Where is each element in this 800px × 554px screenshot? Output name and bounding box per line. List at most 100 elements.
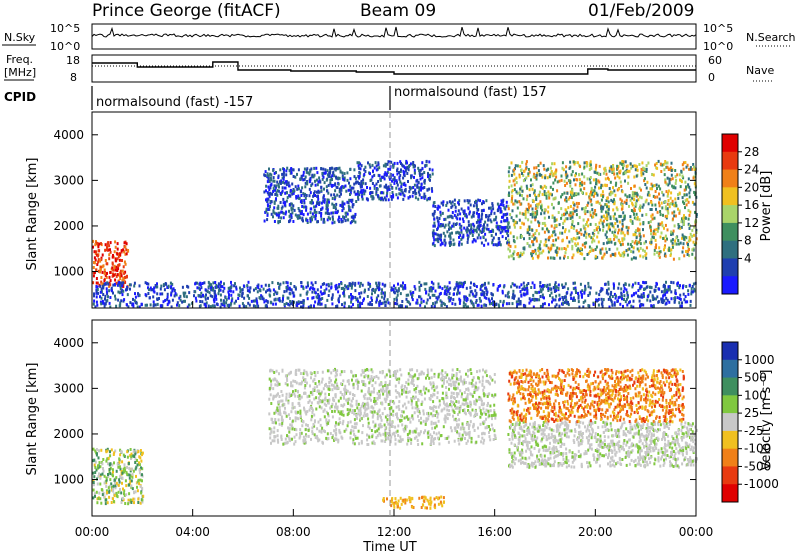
- power-data-cell: [511, 296, 514, 300]
- power-data-cell: [665, 182, 668, 186]
- power-data-cell: [106, 292, 109, 296]
- power-data-cell: [261, 295, 264, 299]
- power-data-cell: [127, 305, 130, 309]
- power-data-cell: [423, 178, 426, 182]
- power-data-cell: [166, 303, 169, 307]
- power-data-cell: [317, 300, 320, 304]
- power-data-cell: [548, 175, 551, 179]
- velocity-data-cell: [468, 381, 471, 385]
- power-data-cell: [608, 166, 611, 170]
- power-data-cell: [475, 228, 478, 232]
- power-data-cell: [364, 289, 366, 293]
- power-data-cell: [584, 227, 587, 231]
- power-data-cell: [340, 287, 343, 290]
- power-data-cell: [667, 168, 670, 171]
- power-data-cell: [357, 191, 360, 195]
- power-data-cell: [453, 203, 456, 206]
- velocity-data-cell: [357, 384, 359, 388]
- power-data-cell: [535, 239, 538, 243]
- power-data-cell: [480, 284, 483, 288]
- power-data-cell: [511, 302, 514, 306]
- power-data-cell: [375, 296, 378, 300]
- velocity-data-cell: [138, 461, 140, 465]
- power-data-cell: [396, 181, 398, 185]
- power-data-cell: [227, 296, 230, 300]
- power-data-cell: [285, 280, 288, 284]
- power-data-cell: [579, 282, 582, 286]
- power-data-cell: [348, 208, 350, 212]
- power-data-cell: [599, 248, 602, 252]
- velocity-data-cell: [313, 433, 316, 437]
- power-data-cell: [637, 198, 640, 202]
- power-data-cell: [654, 232, 657, 236]
- power-data-cell: [300, 212, 303, 215]
- velocity-data-cell: [281, 393, 284, 397]
- power-data-cell: [523, 285, 526, 289]
- power-data-cell: [311, 182, 314, 186]
- power-data-cell: [503, 219, 506, 223]
- power-data-cell: [97, 254, 99, 258]
- power-data-cell: [140, 302, 143, 306]
- noise-panel: N.Sky 10^5 10^0 10^5 10^0 N.Search: [2, 22, 796, 53]
- power-data-cell: [95, 295, 98, 299]
- power-data-cell: [649, 220, 652, 224]
- velocity-data-cell: [436, 396, 439, 400]
- power-data-cell: [433, 305, 436, 309]
- power-data-cell: [687, 243, 689, 246]
- power-data-cell: [547, 256, 549, 260]
- power-data-cell: [314, 217, 317, 221]
- power-data-cell: [295, 196, 298, 200]
- power-data-cell: [492, 243, 495, 247]
- power-data-cell: [574, 286, 577, 290]
- velocity-data-cell: [456, 430, 458, 434]
- power-data-cell: [612, 164, 614, 168]
- power-data-cell: [213, 298, 216, 302]
- power-data-cell: [114, 245, 117, 249]
- power-data-cell: [264, 210, 267, 214]
- power-data-cell: [459, 284, 462, 288]
- power-data-cell: [536, 298, 539, 302]
- velocity-data-cell: [278, 405, 281, 409]
- power-data-cell: [358, 284, 361, 288]
- velocity-data-cell: [334, 424, 337, 428]
- power-data-cell: [280, 179, 283, 183]
- power-data-cell: [594, 209, 597, 212]
- velocity-data-cell: [124, 502, 127, 505]
- velocity-data-cell: [303, 378, 305, 382]
- power-data-cell: [629, 243, 632, 247]
- power-data-cell: [534, 218, 537, 222]
- velocity-data-cell: [369, 410, 372, 414]
- power-data-cell: [544, 223, 547, 227]
- power-data-cell: [482, 229, 485, 233]
- power-data-cell: [621, 190, 624, 194]
- power-data-cell: [559, 256, 562, 260]
- power-data-cell: [659, 222, 662, 226]
- power-data-cell: [308, 287, 311, 291]
- power-data-cell: [285, 210, 288, 214]
- power-data-cell: [660, 201, 663, 205]
- power-data-cell: [175, 293, 178, 297]
- power-data-cell: [544, 240, 547, 244]
- power-data-cell: [199, 283, 202, 287]
- power-data-cell: [406, 172, 409, 175]
- power-data-cell: [278, 297, 281, 300]
- power-data-cell: [101, 299, 104, 303]
- power-data-cell: [676, 284, 679, 287]
- power-data-cell: [567, 197, 570, 201]
- power-data-cell: [257, 286, 260, 290]
- power-data-cell: [309, 305, 312, 309]
- power-data-cell: [230, 285, 233, 289]
- velocity-data-cell: [457, 413, 459, 416]
- power-data-cell: [101, 253, 104, 257]
- power-data-cell: [322, 171, 325, 175]
- power-data-cell: [170, 285, 173, 289]
- power-data-cell: [555, 294, 558, 298]
- power-data-cell: [543, 208, 546, 212]
- power-data-cell: [635, 217, 638, 221]
- power-data-cell: [586, 210, 589, 214]
- power-data-cell: [527, 218, 530, 222]
- power-data-cell: [338, 190, 341, 194]
- power-data-cell: [536, 212, 539, 216]
- power-data-cell: [323, 198, 326, 202]
- power-data-cell: [604, 216, 607, 220]
